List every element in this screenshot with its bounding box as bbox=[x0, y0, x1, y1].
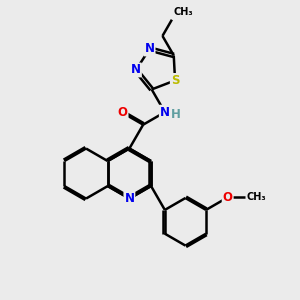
Text: O: O bbox=[223, 191, 233, 204]
Text: N: N bbox=[145, 43, 154, 56]
Text: CH₃: CH₃ bbox=[173, 7, 193, 17]
Text: H: H bbox=[171, 108, 181, 121]
Text: N: N bbox=[131, 64, 141, 76]
Text: O: O bbox=[118, 106, 128, 119]
Text: N: N bbox=[160, 106, 170, 119]
Text: CH₃: CH₃ bbox=[247, 192, 266, 203]
Text: N: N bbox=[124, 192, 134, 205]
Text: S: S bbox=[171, 74, 179, 87]
